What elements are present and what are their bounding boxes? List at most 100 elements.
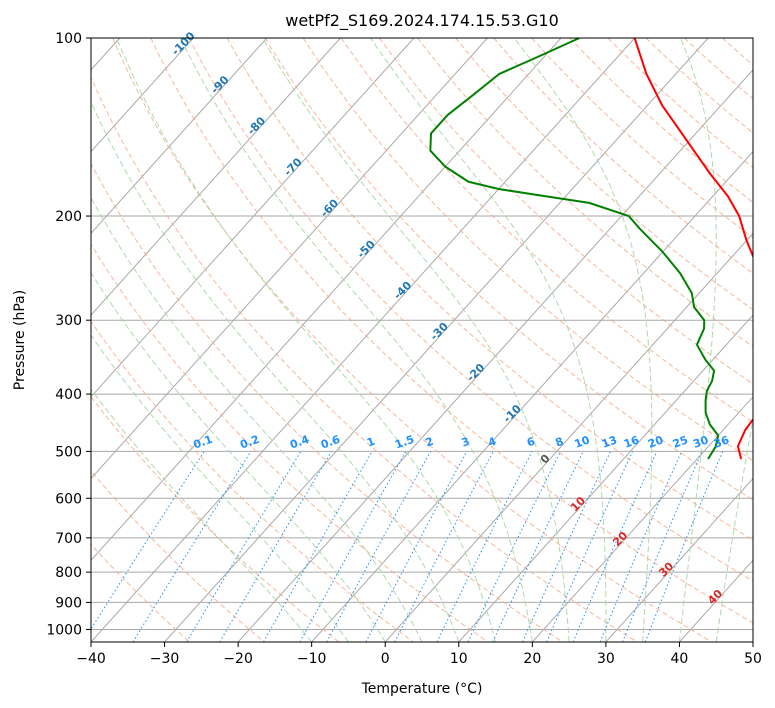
mixing-ratio-label: 6 [525,435,537,450]
x-tick-label: −20 [223,651,253,667]
mixing-ratio-label: 0.6 [319,433,342,452]
x-axis-label: Temperature (°C) [361,681,483,697]
mixing-ratio-line [91,451,205,630]
moist-adiabat [678,38,717,642]
mixing-ratio-label: 1 [365,435,377,450]
moist-adiabat [262,38,570,642]
mixing-ratio-line [644,451,724,642]
background-lines [91,38,753,642]
mixing-ratio-label: 4 [486,435,498,450]
dry-adiabat [91,243,489,642]
moist-adiabat [116,38,497,642]
y-tick-label: 1000 [46,622,82,638]
y-tick-label: 900 [55,595,82,611]
y-tick-label: 700 [55,531,82,547]
dry-adiabat [569,38,753,203]
y-tick-label: 800 [55,565,82,581]
x-tick-label: 50 [744,651,762,667]
mixing-ratio-label: 20 [646,433,665,451]
x-tick-label: −40 [76,651,106,667]
x-tick-label: 20 [523,651,541,667]
x-tick-label: 10 [450,651,468,667]
isotherm-line [458,314,753,642]
mixing-ratio-line [622,451,703,642]
isotherm-line [384,232,753,642]
isotherm-line [531,396,753,642]
plot-frame [90,37,754,643]
x-tick-label: 30 [597,651,615,667]
y-tick-label: 100 [55,31,82,47]
mixing-ratio-label: 25 [671,433,690,450]
mixing-ratio-line [436,451,533,642]
x-tick-label: −10 [297,651,327,667]
isotherm-line [91,38,415,398]
mixing-ratio-line [326,451,432,642]
mixing-ratio-label: 13 [600,433,619,450]
dry-adiabat [91,162,563,642]
isotherm-line [91,38,562,562]
mixing-ratio-label: 3 [460,435,472,450]
mixing-ratio-line [572,451,658,642]
y-tick-label: 200 [55,209,82,225]
mixing-ratio-label: 2 [424,435,436,450]
isotherm-line [91,38,488,480]
dry-adiabat [302,38,753,462]
mixing-ratio-label: 0.2 [238,433,261,452]
isotherm-line [311,150,753,642]
mixing-ratio-line [599,451,682,642]
mixing-ratio-label: 0.1 [192,433,215,452]
dry-adiabat [493,38,753,275]
y-tick-label: 400 [55,387,82,403]
line-labels: 0.1 0.2 0.4 0.6 1 1.5 2 3 4 6 8 10 13 16 20 25 30 36-100-… [169,29,731,607]
y-tick-label: 600 [55,491,82,507]
moist-adiabat [91,100,460,642]
x-tick-label: 40 [671,651,689,667]
mixing-ratio-label: 16 [622,433,641,451]
dry-adiabat [112,38,713,642]
profile-line-2 [429,38,720,460]
mixing-ratio-label: 10 [573,433,592,451]
mixing-ratio-line [132,451,252,642]
dry-adiabat [188,38,753,582]
moist-adiabat [715,416,753,642]
y-tick-label: 500 [55,444,82,460]
profile-line-1 [633,38,753,460]
dry-adiabat [91,395,340,642]
dry-adiabat [340,38,753,423]
chart-title: wetPf2_S169.2024.174.15.53.G10 [285,11,559,31]
moist-adiabat [91,196,423,642]
isotherm-line [91,38,194,153]
mixing-ratio-label: 36 [712,433,731,451]
mixing-ratio-line [546,451,634,642]
mixing-ratio-label: 1.5 [393,433,416,452]
dry-adiabat [226,38,753,541]
moist-adiabat [91,388,313,642]
mixing-ratio-label: 8 [554,435,566,450]
x-tick-label: 0 [381,651,390,667]
axes: −40 −30 −20 −10 0 10 20 30 40 5010020030040050060… [46,31,762,667]
y-axis-label: Pressure (hPa) [12,290,28,390]
dry-adiabat [379,38,753,385]
mixing-ratio-label: 30 [691,433,710,451]
moist-adiabat [513,38,653,642]
x-tick-label: −30 [150,651,180,667]
dry-adiabat [91,320,414,642]
isotherm-line [605,477,753,642]
dry-adiabat [264,38,753,501]
mixing-ratio-line [299,451,407,642]
moist-adiabat [91,271,386,642]
isotherm-line [91,38,341,316]
isotherm-line [91,38,635,642]
isotherm-line [91,38,268,235]
moist-adiabat [370,38,607,642]
mixing-ratio-label: 0.4 [288,433,311,452]
mixing-ratio-line [263,451,373,642]
isotherm-line [164,38,709,642]
y-tick-label: 300 [55,313,82,329]
isotherm-line [237,69,753,642]
profile-lines [429,38,753,460]
dry-adiabat [150,38,753,624]
dry-adiabat [455,38,753,311]
